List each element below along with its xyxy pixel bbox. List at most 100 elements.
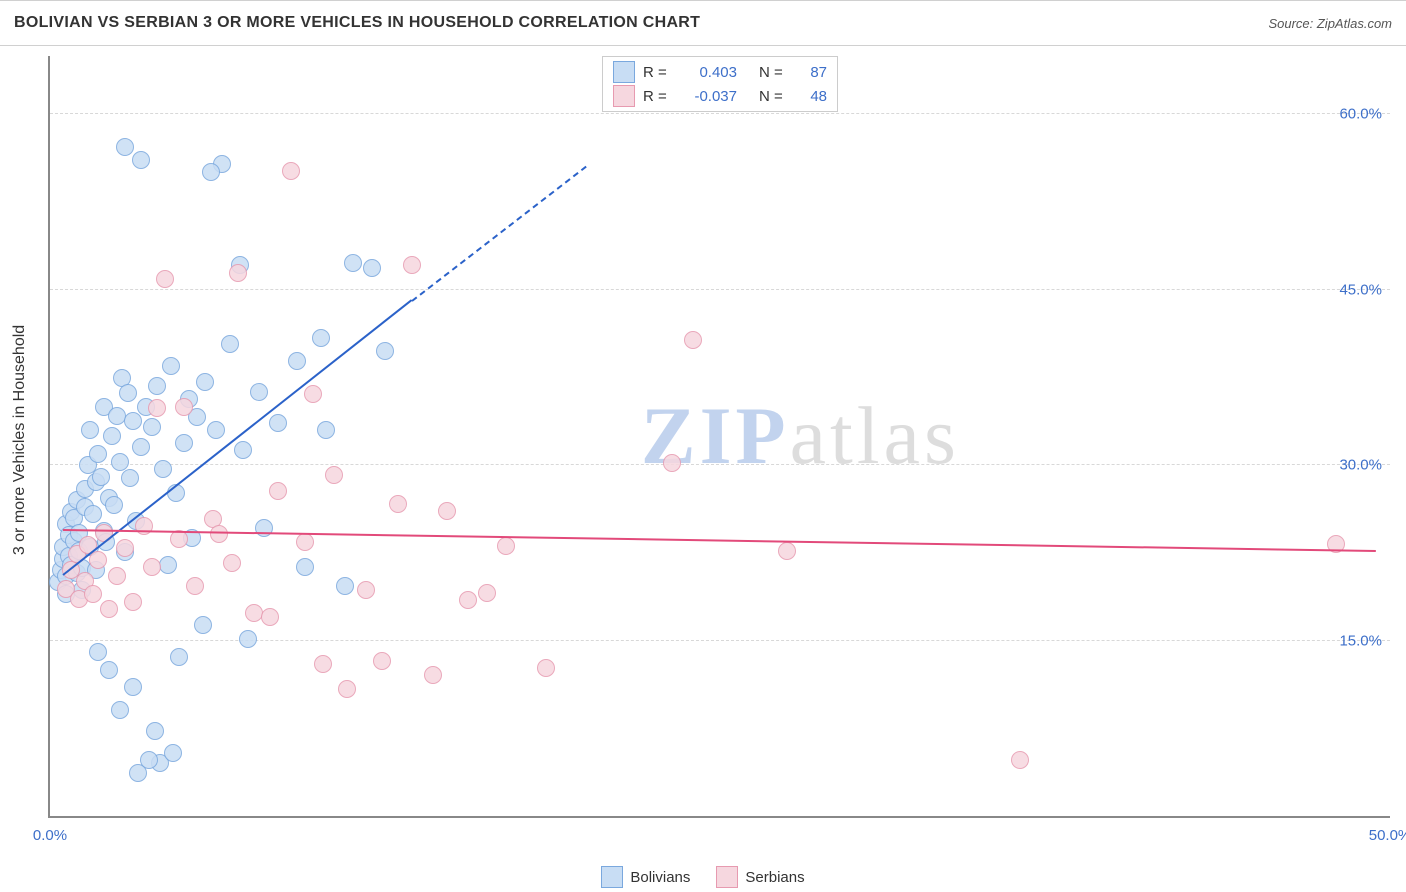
y-tick-label: 30.0% [1339,457,1382,474]
gridline [50,113,1390,114]
data-point [124,678,142,696]
data-point [186,577,204,595]
data-point [1011,751,1029,769]
data-point [778,542,796,560]
stats-row-bolivians: R = 0.403 N = 87 [613,61,827,83]
title-bar: BOLIVIAN VS SERBIAN 3 OR MORE VEHICLES I… [0,0,1406,46]
swatch-bolivians [613,61,635,83]
data-point [159,556,177,574]
data-point [84,585,102,603]
data-point [296,533,314,551]
data-point [438,502,456,520]
data-point [459,591,477,609]
data-point [108,567,126,585]
x-tick-label: 50.0% [1369,827,1406,844]
data-point [221,335,239,353]
legend-label-bolivians: Bolivians [630,869,690,886]
swatch-serbians [613,85,635,107]
stats-row-serbians: R = -0.037 N = 48 [613,85,827,107]
data-point [537,659,555,677]
data-point [156,270,174,288]
gridline [50,289,1390,290]
data-point [100,661,118,679]
plot-area: ZIPatlas R = 0.403 N = 87 R = -0.037 N =… [48,46,1388,816]
r-value-bolivians: 0.403 [681,64,737,81]
n-value-serbians: 48 [797,88,827,105]
data-point [121,469,139,487]
legend-swatch-bolivians [601,866,623,888]
data-point [255,519,273,537]
data-point [143,558,161,576]
legend-label-serbians: Serbians [745,869,804,886]
series-legend: Bolivians Serbians [0,866,1406,888]
data-point [336,577,354,595]
data-point [111,453,129,471]
data-point [89,643,107,661]
data-point [146,722,164,740]
data-point [95,524,113,542]
chart-title: BOLIVIAN VS SERBIAN 3 OR MORE VEHICLES I… [14,14,700,32]
legend-swatch-serbians [716,866,738,888]
y-axis-title: 3 or more Vehicles in Household [11,325,29,555]
data-point [154,460,172,478]
data-point [124,593,142,611]
data-point [288,352,306,370]
data-point [389,495,407,513]
data-point [403,256,421,274]
data-point [269,482,287,500]
data-point [175,398,193,416]
data-point [282,162,300,180]
data-point [105,496,123,514]
n-value-bolivians: 87 [797,64,827,81]
data-point [304,385,322,403]
data-point [312,329,330,347]
data-point [269,414,287,432]
r-value-serbians: -0.037 [681,88,737,105]
scatter-plot: ZIPatlas R = 0.403 N = 87 R = -0.037 N =… [48,56,1390,818]
data-point [162,357,180,375]
gridline [50,464,1390,465]
data-point [210,525,228,543]
x-tick-label: 0.0% [33,827,67,844]
data-point [357,581,375,599]
data-point [261,608,279,626]
data-point [373,652,391,670]
data-point [132,151,150,169]
data-point [234,441,252,459]
data-point [196,373,214,391]
y-tick-label: 45.0% [1339,281,1382,298]
data-point [175,434,193,452]
data-point [124,412,142,430]
data-point [239,630,257,648]
data-point [84,505,102,523]
data-point [663,454,681,472]
data-point [92,468,110,486]
data-point [100,600,118,618]
data-point [116,138,134,156]
data-point [194,616,212,634]
y-tick-label: 60.0% [1339,106,1382,123]
legend-item-serbians: Serbians [716,866,804,888]
data-point [132,438,150,456]
data-point [143,418,161,436]
data-point [148,377,166,395]
data-point [140,751,158,769]
source-label: Source: ZipAtlas.com [1268,16,1392,31]
data-point [344,254,362,272]
data-point [363,259,381,277]
watermark-atlas: atlas [790,390,960,481]
watermark: ZIPatlas [641,389,960,483]
trend-line [63,529,1376,552]
data-point [314,655,332,673]
data-point [119,384,137,402]
data-point [376,342,394,360]
legend-item-bolivians: Bolivians [601,866,690,888]
data-point [317,421,335,439]
data-point [116,539,134,557]
data-point [497,537,515,555]
data-point [229,264,247,282]
data-point [424,666,442,684]
data-point [111,701,129,719]
data-point [684,331,702,349]
data-point [250,383,268,401]
